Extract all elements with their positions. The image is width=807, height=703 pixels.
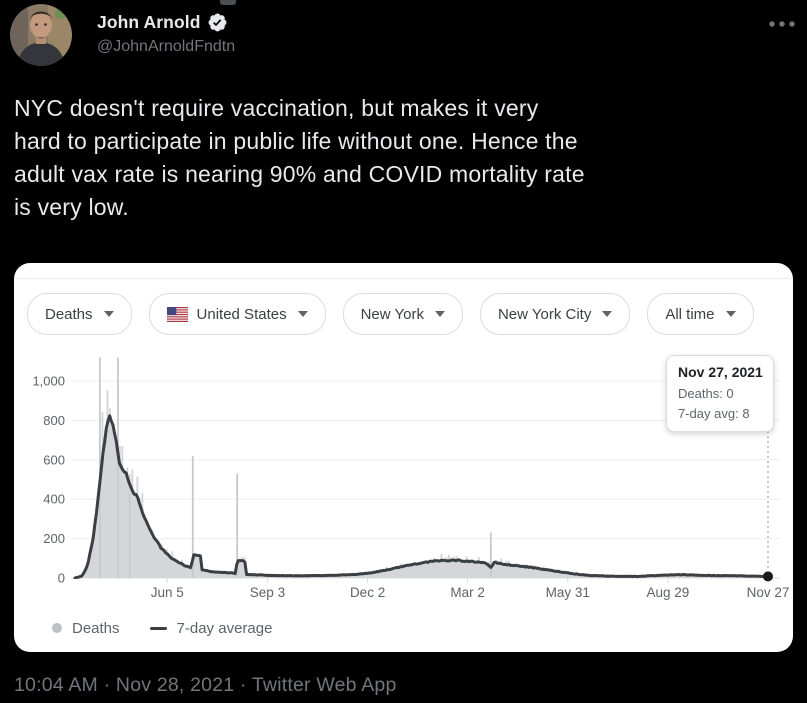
svg-text:400: 400 — [43, 492, 65, 507]
card-top-divider — [14, 278, 793, 279]
timerange-dropdown[interactable]: All time — [647, 293, 754, 335]
avatar[interactable] — [10, 4, 72, 66]
tooltip-avg: 7-day avg: 8 — [678, 405, 750, 421]
svg-text:Dec 2: Dec 2 — [350, 585, 385, 600]
chevron-down-icon — [725, 311, 736, 317]
state-dropdown[interactable]: New York — [342, 293, 463, 335]
county-dropdown[interactable]: New York City — [479, 293, 631, 335]
filter-bar: Deaths — [27, 293, 754, 335]
previous-content-fragment — [220, 0, 236, 5]
deaths-chart: 0 200 400 600 800 1,000 Jun 5 Sep 3 Dec 2 Mar 2 Ma… — [32, 357, 790, 600]
timerange-dropdown-label: All time — [665, 305, 715, 323]
tweet-timestamp: 10:04 AM · Nov 28, 2021 · Twitter Web Ap… — [14, 674, 397, 696]
chart-legend: Deaths 7-day average — [52, 618, 272, 638]
metric-dropdown-label: Deaths — [45, 305, 93, 323]
country-dropdown[interactable]: United States — [148, 293, 326, 335]
chart-card[interactable]: Deaths — [14, 263, 793, 652]
chevron-down-icon — [602, 311, 613, 317]
metric-dropdown[interactable]: Deaths — [27, 293, 132, 335]
chevron-down-icon — [434, 311, 445, 317]
us-flag-icon — [166, 306, 188, 322]
author-handle[interactable]: @JohnArnoldFndtn — [97, 38, 236, 55]
more-button[interactable] — [762, 14, 796, 34]
author-block: John Arnold @JohnArnoldFndtn — [97, 12, 235, 56]
chart-area[interactable]: 0 200 400 600 800 1,000 Jun 5 Sep 3 Dec 2 Mar 2 Ma… — [14, 338, 793, 610]
tweet-text: NYC doesn't require vaccination, but mak… — [14, 92, 796, 224]
tooltip-date: Nov 27, 2021 — [678, 364, 763, 380]
verified-badge-icon — [208, 13, 226, 32]
country-dropdown-label: United States — [196, 305, 287, 323]
chart-tooltip: Nov 27, 2021 Deaths: 0 7-day avg: 8 — [666, 355, 774, 432]
svg-text:Mar 2: Mar 2 — [450, 585, 485, 600]
svg-text:0: 0 — [58, 571, 65, 586]
more-icon — [769, 21, 795, 27]
tweet-text-line: NYC doesn't require vaccination, but mak… — [14, 95, 539, 121]
chevron-down-icon — [103, 311, 114, 317]
svg-text:Nov 27: Nov 27 — [747, 585, 790, 600]
chevron-down-icon — [297, 311, 308, 317]
tweet-text-line: adult vax rate is nearing 90% and COVID … — [14, 161, 585, 187]
legend-avg-label: 7-day average — [176, 619, 273, 637]
svg-text:Jun 5: Jun 5 — [151, 585, 184, 600]
county-dropdown-label: New York City — [497, 305, 592, 323]
tweet-text-line: hard to participate in public life witho… — [14, 128, 578, 154]
avatar-photo — [10, 4, 72, 66]
svg-text:800: 800 — [43, 413, 65, 428]
svg-text:1,000: 1,000 — [32, 374, 65, 389]
author-name[interactable]: John Arnold — [97, 12, 201, 32]
avg-line-marker — [149, 626, 167, 630]
tweet-text-line: is very low. — [14, 194, 129, 220]
deaths-dot-marker — [52, 623, 62, 633]
state-dropdown-label: New York — [360, 305, 424, 323]
svg-text:200: 200 — [43, 531, 65, 546]
legend-deaths-label: Deaths — [72, 619, 120, 637]
svg-text:May 31: May 31 — [546, 585, 590, 600]
svg-text:Aug 29: Aug 29 — [646, 585, 689, 600]
svg-text:600: 600 — [43, 452, 65, 467]
tooltip-deaths: Deaths: 0 — [678, 386, 734, 401]
svg-text:Sep 3: Sep 3 — [250, 585, 285, 600]
